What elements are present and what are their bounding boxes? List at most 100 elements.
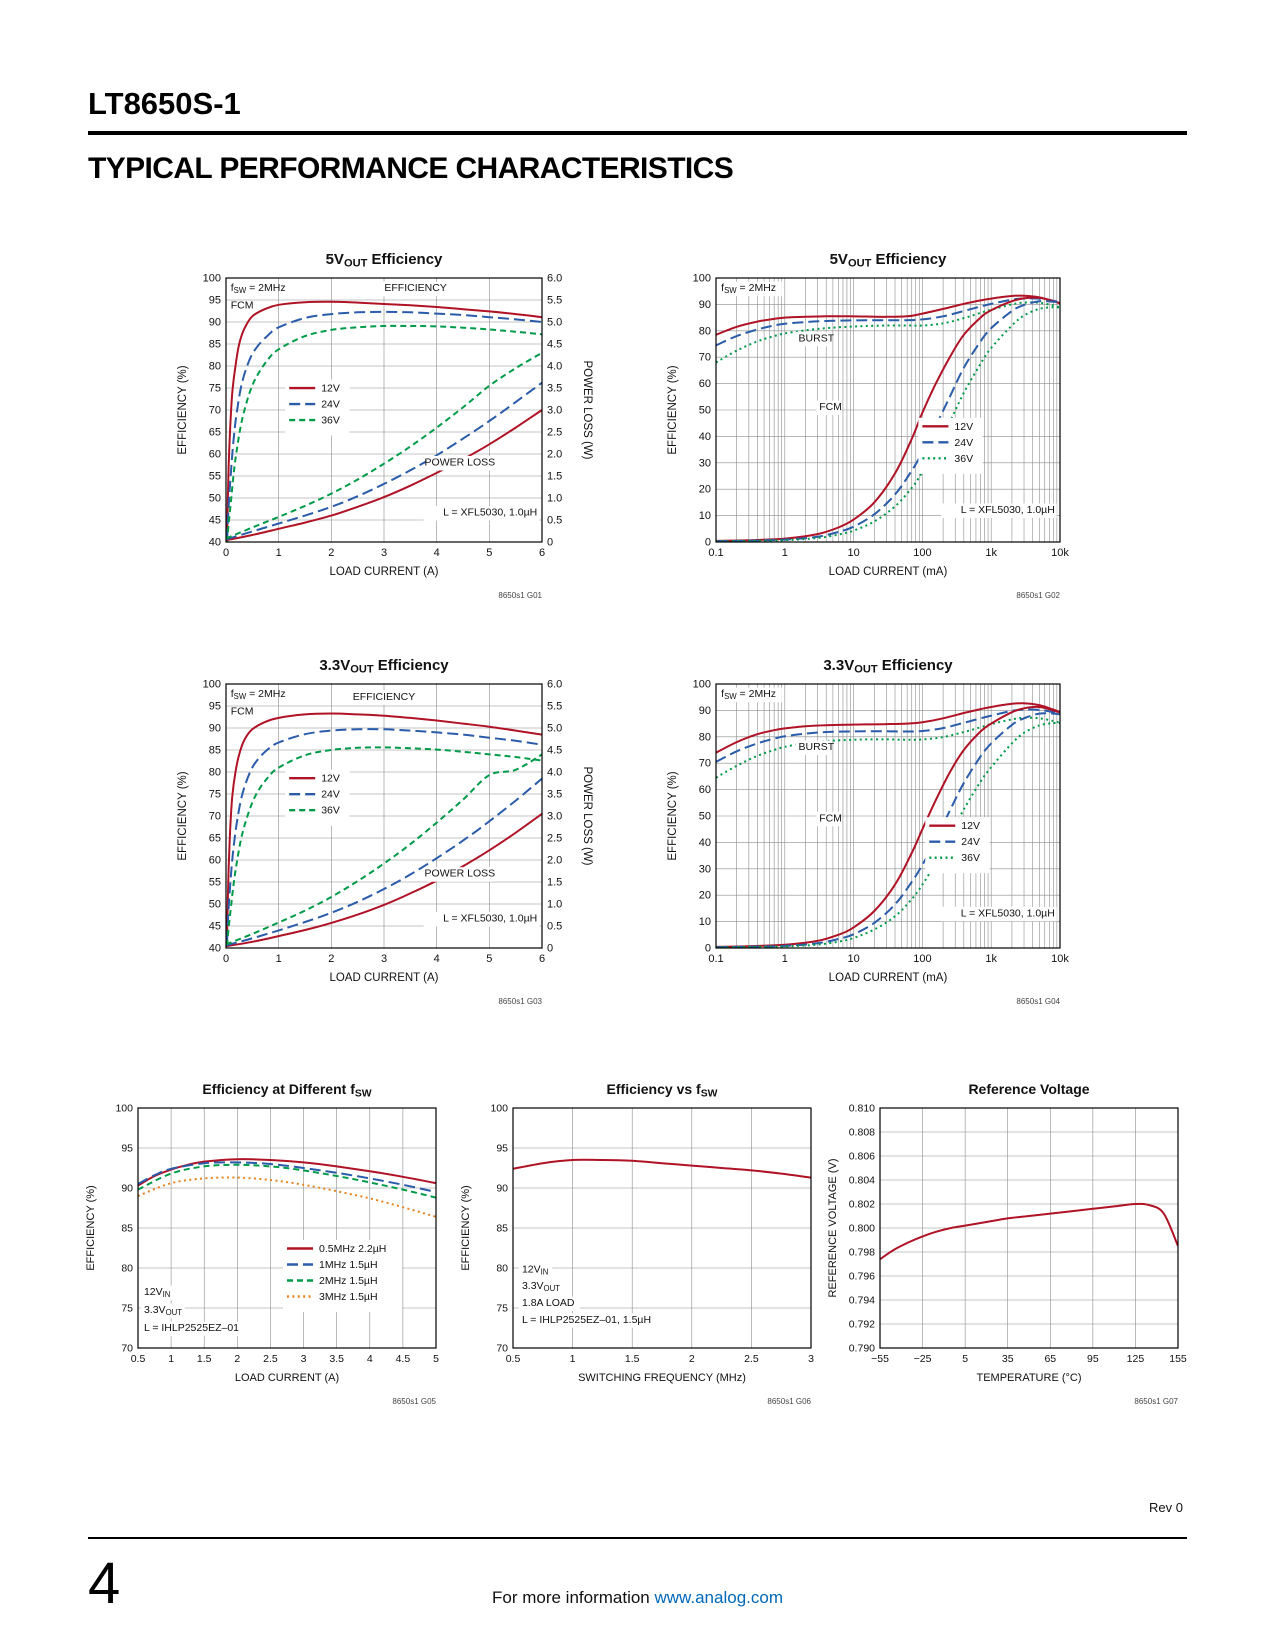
svg-text:75: 75 (496, 1303, 508, 1315)
svg-text:70: 70 (121, 1343, 133, 1355)
svg-text:1: 1 (168, 1353, 174, 1365)
svg-text:1k: 1k (985, 953, 997, 965)
svg-text:12V: 12V (954, 421, 973, 433)
svg-text:2: 2 (689, 1353, 695, 1365)
svg-text:12V: 12V (321, 383, 340, 395)
svg-text:0.5: 0.5 (506, 1353, 521, 1365)
svg-text:30: 30 (699, 457, 711, 469)
svg-text:3: 3 (381, 953, 387, 965)
svg-text:3.3VOUT Efficiency: 3.3VOUT Efficiency (823, 657, 953, 676)
svg-text:20: 20 (699, 484, 711, 496)
svg-text:1k: 1k (985, 547, 997, 559)
svg-text:3: 3 (301, 1353, 307, 1365)
svg-text:REFERENCE VOLTAGE (V): REFERENCE VOLTAGE (V) (827, 1159, 839, 1298)
svg-text:4.5: 4.5 (396, 1353, 411, 1365)
svg-text:50: 50 (209, 493, 221, 505)
svg-text:0: 0 (705, 537, 711, 549)
svg-text:3: 3 (381, 547, 387, 559)
svg-text:LOAD CURRENT (A): LOAD CURRENT (A) (329, 566, 438, 578)
header-rule (88, 131, 1187, 135)
svg-text:4.5: 4.5 (547, 339, 562, 351)
svg-text:85: 85 (209, 745, 221, 757)
svg-text:3: 3 (808, 1353, 814, 1365)
svg-text:2.5: 2.5 (263, 1353, 278, 1365)
svg-text:50: 50 (209, 899, 221, 911)
svg-text:6.0: 6.0 (547, 273, 562, 285)
svg-text:0.800: 0.800 (849, 1223, 875, 1235)
svg-text:EFFICIENCY: EFFICIENCY (384, 282, 446, 294)
svg-text:TEMPERATURE (°C): TEMPERATURE (°C) (976, 1372, 1081, 1384)
svg-text:10k: 10k (1051, 953, 1069, 965)
svg-text:EFFICIENCY (%): EFFICIENCY (%) (177, 771, 189, 860)
svg-text:2.5: 2.5 (744, 1353, 759, 1365)
svg-text:BURST: BURST (799, 332, 835, 344)
svg-text:LOAD CURRENT (mA): LOAD CURRENT (mA) (829, 566, 948, 578)
svg-text:8650s1 G01: 8650s1 G01 (498, 591, 542, 600)
svg-text:1.5: 1.5 (547, 877, 562, 889)
chart-3v3out-efficiency-vs-load: fSW = 2MHz FCM EFFICIENCY POWER LOSS L = XFL… (170, 652, 600, 1015)
svg-text:EFFICIENCY (%): EFFICIENCY (%) (460, 1185, 472, 1270)
svg-text:L = IHLP2525EZ–01, 1.5µH: L = IHLP2525EZ–01, 1.5µH (522, 1314, 651, 1326)
chart-svg: 12VIN 3.3VOUT L = IHLP2525EZ–01 0.5MHz 2.2µ… (85, 1081, 439, 1406)
svg-text:2.0: 2.0 (547, 449, 562, 461)
chart-5vout-efficiency-vs-load: fSW = 2MHz FCM EFFICIENCY POWER LOSS L = XFL… (170, 246, 600, 609)
svg-text:100: 100 (913, 547, 931, 559)
svg-text:0.5: 0.5 (131, 1353, 146, 1365)
svg-text:40: 40 (209, 943, 221, 955)
svg-text:BURST: BURST (799, 741, 835, 753)
chart-svg: fSW = 2MHz FCM EFFICIENCY POWER LOSS L = XFL… (177, 251, 593, 600)
svg-text:60: 60 (209, 855, 221, 867)
svg-text:0.5MHz 2.2µH: 0.5MHz 2.2µH (319, 1243, 386, 1255)
svg-text:90: 90 (209, 317, 221, 329)
analog-com-link[interactable]: www.analog.com (654, 1588, 783, 1607)
svg-text:0.1: 0.1 (708, 953, 723, 965)
chart-efficiency-vs-fsw: 12VIN 3.3VOUT 1.8A LOAD L = IHLP2525EZ–01, … (455, 1078, 825, 1415)
svg-text:EFFICIENCY (%): EFFICIENCY (%) (177, 365, 189, 454)
svg-text:65: 65 (209, 427, 221, 439)
svg-text:12VIN: 12VIN (522, 1263, 549, 1276)
svg-text:0.808: 0.808 (849, 1127, 875, 1139)
svg-text:0: 0 (705, 943, 711, 955)
svg-text:FCM: FCM (231, 705, 254, 717)
svg-text:3.5: 3.5 (547, 383, 562, 395)
svg-text:4: 4 (434, 547, 440, 559)
svg-text:EFFICIENCY: EFFICIENCY (353, 691, 415, 703)
svg-text:65: 65 (1044, 1353, 1056, 1365)
svg-text:8650s1 G07: 8650s1 G07 (1134, 1397, 1178, 1406)
chart-svg: fSW = 2MHz BURST FCM L = XFL5030, 1.0µH 12V 2… (667, 251, 1069, 600)
svg-text:24V: 24V (954, 437, 973, 449)
svg-text:4: 4 (367, 1353, 373, 1365)
svg-text:5.0: 5.0 (547, 317, 562, 329)
svg-text:0.798: 0.798 (849, 1247, 875, 1259)
svg-text:45: 45 (209, 921, 221, 933)
svg-text:FCM: FCM (819, 401, 842, 413)
svg-text:30: 30 (699, 863, 711, 875)
svg-text:0: 0 (547, 943, 553, 955)
svg-text:4.0: 4.0 (547, 767, 562, 779)
svg-text:5: 5 (486, 953, 492, 965)
svg-text:0.796: 0.796 (849, 1271, 875, 1283)
svg-text:85: 85 (209, 339, 221, 351)
svg-text:4: 4 (434, 953, 440, 965)
svg-text:3.5: 3.5 (547, 789, 562, 801)
svg-text:0.794: 0.794 (849, 1295, 875, 1307)
svg-text:1: 1 (276, 953, 282, 965)
svg-text:1.5: 1.5 (625, 1353, 640, 1365)
svg-text:−55: −55 (871, 1353, 889, 1365)
svg-text:8650s1 G04: 8650s1 G04 (1016, 997, 1060, 1006)
svg-text:5: 5 (433, 1353, 439, 1365)
svg-text:0.792: 0.792 (849, 1319, 875, 1331)
svg-text:FCM: FCM (231, 299, 254, 311)
svg-text:95: 95 (496, 1143, 508, 1155)
svg-text:85: 85 (121, 1223, 133, 1235)
svg-text:45: 45 (209, 515, 221, 527)
chart-5vout-efficiency-vs-load-log: fSW = 2MHz BURST FCM L = XFL5030, 1.0µH 12V 2… (660, 246, 1090, 609)
svg-text:3.0: 3.0 (547, 405, 562, 417)
svg-text:0.804: 0.804 (849, 1175, 875, 1187)
svg-text:1: 1 (570, 1353, 576, 1365)
svg-text:LOAD CURRENT (A): LOAD CURRENT (A) (329, 972, 438, 984)
revision-label: Rev 0 (1149, 1500, 1183, 1515)
chart-reference-voltage: −55 −25 5 35 65 95 125 155 0.790 0.792 0.794 0.796 0… (822, 1078, 1192, 1415)
svg-text:5VOUT Efficiency: 5VOUT Efficiency (326, 251, 443, 270)
svg-text:95: 95 (209, 701, 221, 713)
